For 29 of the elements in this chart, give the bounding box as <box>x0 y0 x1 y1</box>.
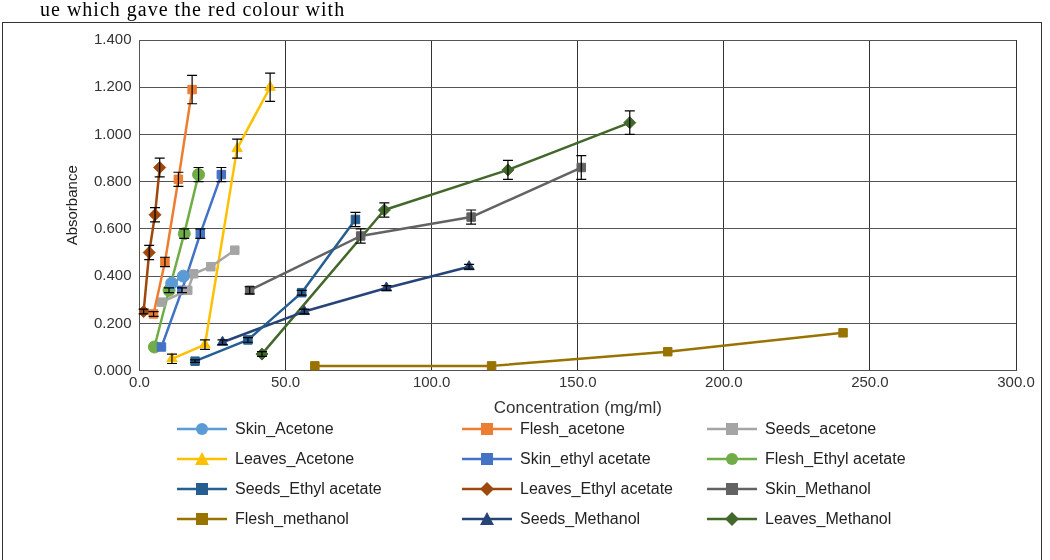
legend-label: Seeds_acetone <box>765 420 877 438</box>
y-tick-label: 1.000 <box>93 124 132 142</box>
y-tick-label: 0.400 <box>93 266 132 284</box>
y-tick-label: 1.200 <box>93 77 132 95</box>
x-tick-label: 100.0 <box>412 372 451 390</box>
legend-label: Flesh_Ethyl acetate <box>765 450 906 468</box>
legend-label: Leaves_Methanol <box>765 510 892 528</box>
x-tick-label: 300.0 <box>997 372 1035 390</box>
legend-label: Skin_ethyl acetate <box>520 450 651 468</box>
x-tick-label: 250.0 <box>851 372 889 390</box>
legend-label: Seeds_Ethyl acetate <box>235 480 382 498</box>
x-tick-label: 50.0 <box>271 372 301 390</box>
legend-label: Seeds_Methanol <box>520 510 641 528</box>
legend-label: Skin_Methanol <box>765 480 871 498</box>
legend-label: Flesh_methanol <box>235 510 349 528</box>
y-tick-label: 0.200 <box>93 313 132 331</box>
y-tick-label: 0.000 <box>93 360 132 378</box>
x-tick-label: 200.0 <box>705 372 743 390</box>
y-axis-title: Absorbance <box>63 165 81 246</box>
legend-label: Flesh_acetone <box>520 420 625 438</box>
legend-label: Skin_Acetone <box>235 420 334 438</box>
text: ue which gave the red colour with <box>40 0 346 20</box>
y-tick-label: 0.600 <box>93 219 132 237</box>
x-tick-label: 150.0 <box>558 372 597 390</box>
x-axis-title: Concentration (mg/ml) <box>493 398 662 418</box>
y-tick-label: 1.400 <box>93 30 132 48</box>
y-tick-label: 0.800 <box>93 171 132 189</box>
legend-label: Leaves_Ethyl acetate <box>520 480 673 498</box>
legend-label: Leaves_Acetone <box>235 450 355 468</box>
